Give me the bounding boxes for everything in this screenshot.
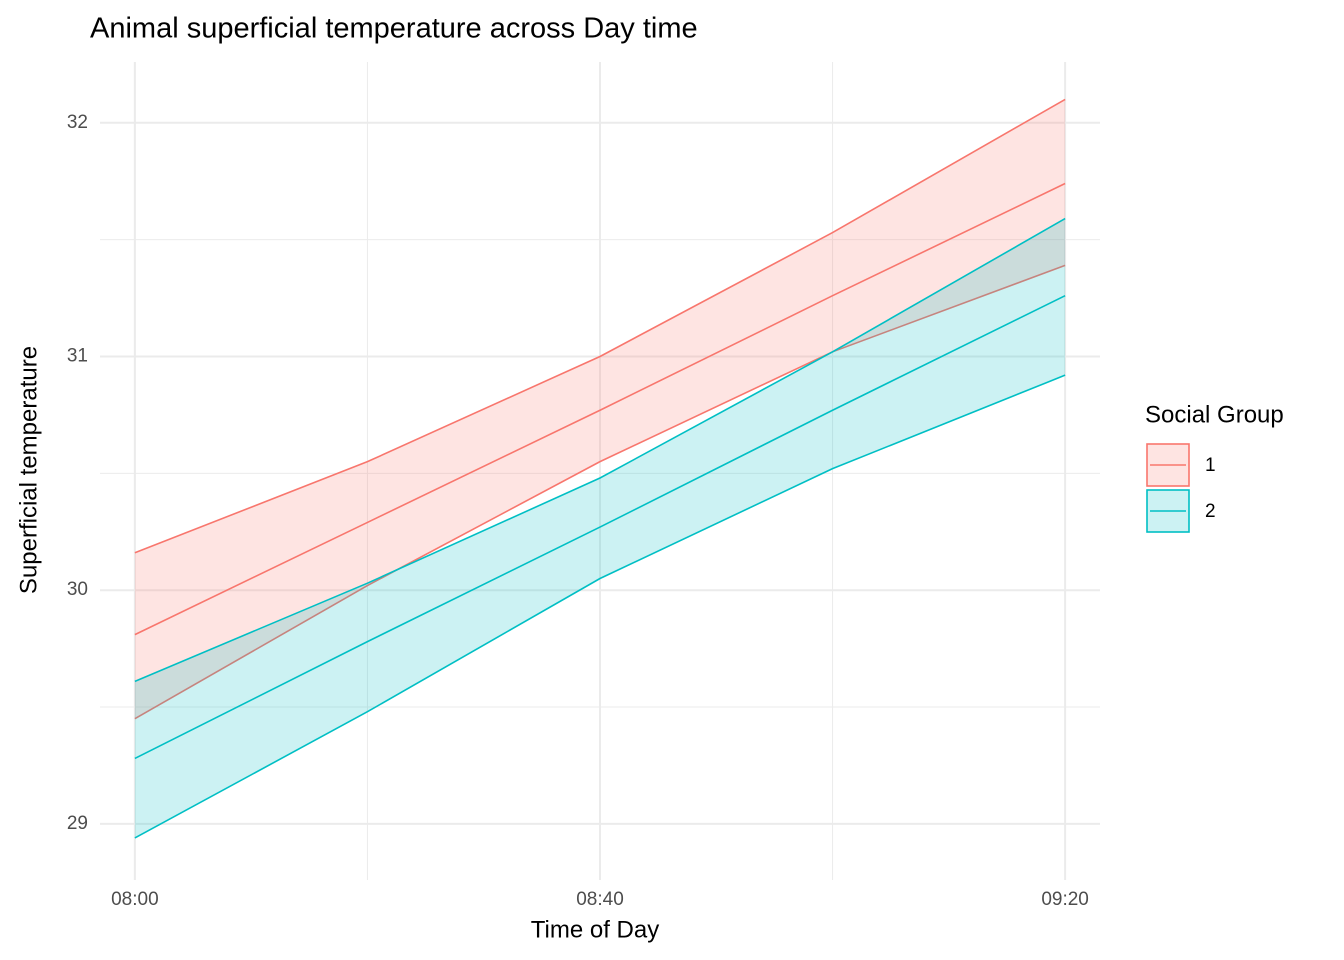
legend-label: 1 <box>1205 455 1216 476</box>
x-axis-title: Time of Day <box>531 916 659 943</box>
band-edge <box>134 374 1066 839</box>
x-tick-label: 08:00 <box>111 889 159 910</box>
y-tick-label: 32 <box>67 112 88 133</box>
x-tick-label: 08:40 <box>576 889 624 910</box>
confidence-band <box>134 218 1066 838</box>
y-axis-title: Superficial temperature <box>15 346 42 594</box>
chart-title: Animal superficial temperature across Da… <box>90 13 698 45</box>
band-edge <box>134 98 1066 554</box>
trend-line <box>134 182 1066 636</box>
y-tick-label: 29 <box>67 813 88 834</box>
y-tick-label: 31 <box>67 345 88 366</box>
confidence-band <box>134 99 1066 719</box>
band-edge <box>134 264 1066 720</box>
y-tick-label: 30 <box>67 579 88 600</box>
legend-label: 2 <box>1205 501 1216 522</box>
trend-line <box>134 294 1066 760</box>
x-tick-label: 09:20 <box>1041 889 1089 910</box>
band-edge <box>134 217 1066 683</box>
legend-title: Social Group <box>1145 401 1284 428</box>
